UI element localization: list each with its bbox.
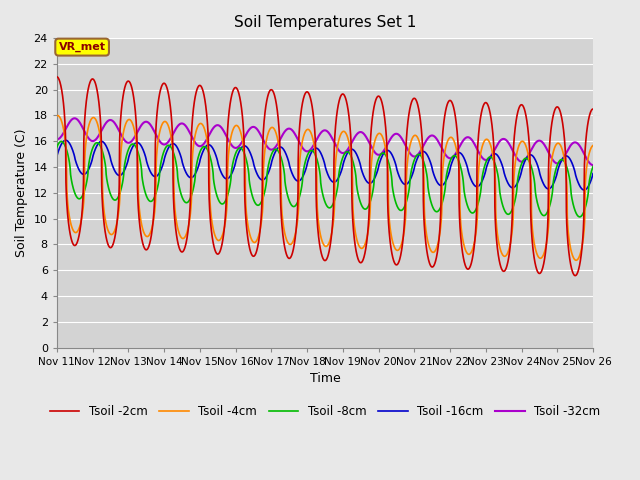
Tsoil -4cm [146,231,154,237]
Tsoil -2cm [521,108,529,113]
Tsoil -2cm [259,156,266,162]
Tsoil -4cm [579,239,587,244]
Line: Tsoil -16cm: Tsoil -16cm [57,140,593,190]
Tsoil -8cm [576,214,584,220]
Tsoil -32cm [521,157,529,163]
Tsoil -8cm [146,198,154,204]
Legend: Tsoil -2cm, Tsoil -4cm, Tsoil -8cm, Tsoil -16cm, Tsoil -32cm: Tsoil -2cm, Tsoil -4cm, Tsoil -8cm, Tsoi… [45,400,605,422]
Tsoil -8cm [115,194,122,200]
Tsoil -2cm [282,249,289,254]
Tsoil -32cm [70,115,78,121]
Text: VR_met: VR_met [59,42,106,52]
Tsoil -8cm [58,139,65,144]
Tsoil -4cm [53,113,61,119]
Tsoil -8cm [282,185,290,191]
Tsoil -4cm [572,257,580,263]
Tsoil -16cm [580,187,588,193]
Tsoil -32cm [579,148,586,154]
Tsoil -8cm [579,211,587,217]
Tsoil -32cm [146,121,154,127]
X-axis label: Time: Time [310,372,340,385]
Tsoil -2cm [589,106,597,112]
Tsoil -16cm [521,158,529,164]
Tsoil -4cm [589,143,597,148]
Tsoil -16cm [146,168,154,174]
Tsoil -8cm [259,196,266,202]
Tsoil -2cm [579,238,586,243]
Line: Tsoil -2cm: Tsoil -2cm [57,77,593,276]
Tsoil -4cm [54,113,61,119]
Tsoil -32cm [115,126,122,132]
Tsoil -8cm [521,156,529,161]
Tsoil -4cm [282,235,290,240]
Tsoil -32cm [53,136,61,142]
Tsoil -2cm [146,240,154,246]
Tsoil -16cm [579,187,586,192]
Tsoil -2cm [114,209,122,215]
Tsoil -4cm [521,141,529,146]
Tsoil -16cm [115,172,122,178]
Tsoil -8cm [53,144,61,150]
Tsoil -16cm [62,137,70,143]
Line: Tsoil -4cm: Tsoil -4cm [57,116,593,260]
Tsoil -32cm [589,162,597,168]
Line: Tsoil -8cm: Tsoil -8cm [57,142,593,217]
Tsoil -16cm [259,177,266,183]
Y-axis label: Soil Temperature (C): Soil Temperature (C) [15,129,28,257]
Tsoil -2cm [572,273,579,278]
Tsoil -16cm [282,151,290,156]
Tsoil -16cm [589,170,597,176]
Tsoil -32cm [282,127,290,133]
Tsoil -4cm [259,206,266,212]
Tsoil -16cm [53,154,61,160]
Tsoil -2cm [53,74,61,80]
Line: Tsoil -32cm: Tsoil -32cm [57,118,593,165]
Tsoil -32cm [259,136,266,142]
Title: Soil Temperatures Set 1: Soil Temperatures Set 1 [234,15,416,30]
Tsoil -4cm [115,213,122,218]
Tsoil -8cm [589,164,597,169]
